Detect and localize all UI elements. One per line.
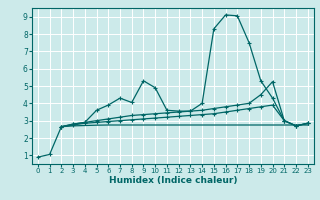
X-axis label: Humidex (Indice chaleur): Humidex (Indice chaleur) bbox=[108, 176, 237, 185]
